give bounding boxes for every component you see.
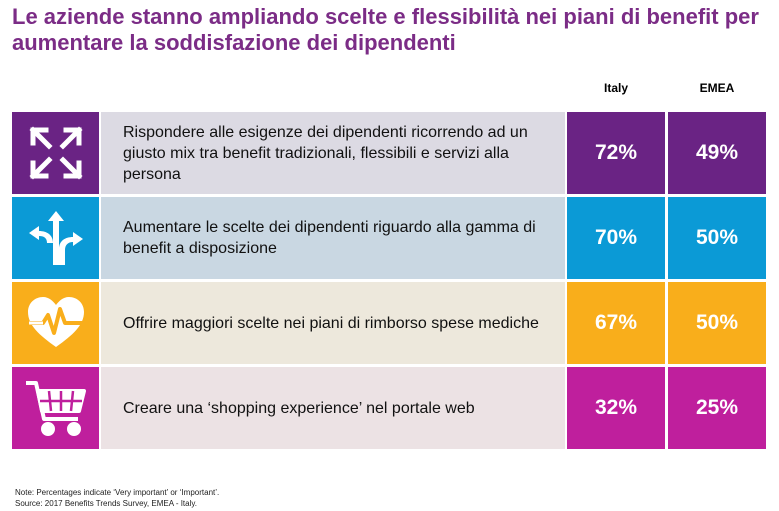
column-header-italy: Italy: [603, 81, 628, 95]
value-emea: 50%: [668, 197, 766, 279]
footnote-source: Source: 2017 Benefits Trends Survey, EME…: [15, 499, 198, 508]
chart-title: Le aziende stanno ampliando scelte e fle…: [12, 4, 759, 55]
row-icon-cell: [12, 197, 99, 279]
table-row: Offrire maggiori scelte nei piani di rim…: [12, 282, 768, 364]
value-emea: 25%: [668, 367, 766, 449]
table-row: Aumentare le scelte dei dipendenti rigua…: [12, 197, 768, 279]
split-arrows-icon: [27, 209, 85, 267]
heart-pulse-icon: [25, 295, 87, 351]
table-row: Rispondere alle esigenze dei dipendenti …: [12, 112, 768, 194]
footnote: Note: Percentages indicate ‘Very importa…: [15, 487, 219, 509]
value-emea: 50%: [668, 282, 766, 364]
expand-arrows-icon: [27, 124, 85, 182]
row-label: Aumentare le scelte dei dipendenti rigua…: [101, 197, 565, 279]
row-label: Rispondere alle esigenze dei dipendenti …: [101, 112, 565, 194]
value-italy: 70%: [567, 197, 665, 279]
value-emea: 49%: [668, 112, 766, 194]
value-italy: 67%: [567, 282, 665, 364]
value-italy: 72%: [567, 112, 665, 194]
row-icon-cell: [12, 367, 99, 449]
row-label: Creare una ‘shopping experience’ nel por…: [101, 367, 565, 449]
row-icon-cell: [12, 112, 99, 194]
row-label: Offrire maggiori scelte nei piani di rim…: [101, 282, 565, 364]
value-italy: 32%: [567, 367, 665, 449]
column-header-emea: EMEA: [699, 81, 735, 95]
row-icon-cell: [12, 282, 99, 364]
table-row: Creare una ‘shopping experience’ nel por…: [12, 367, 768, 449]
shopping-cart-icon: [24, 379, 88, 437]
footnote-note: Note: Percentages indicate ‘Very importa…: [15, 488, 220, 497]
